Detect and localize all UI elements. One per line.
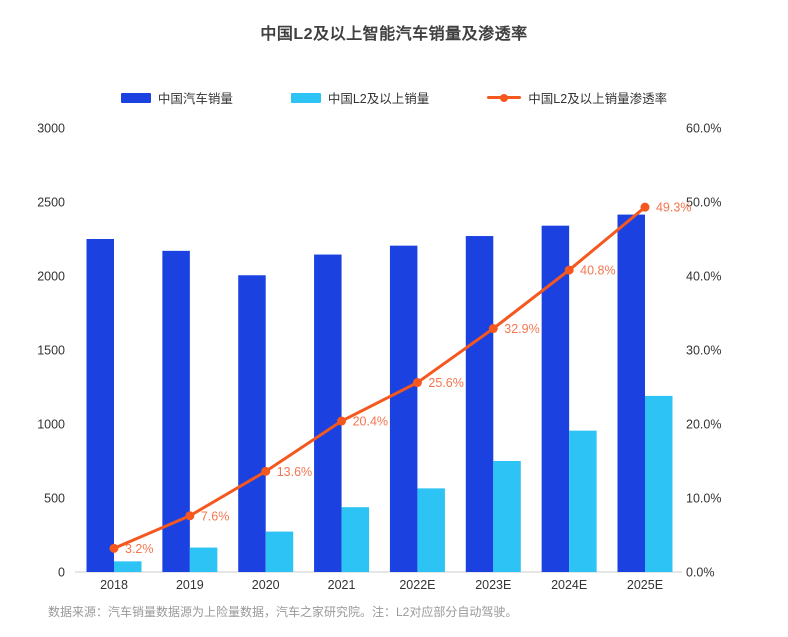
y-axis-left-tick-label: 3000 (37, 122, 65, 136)
y-axis-left-tick-label: 2000 (37, 270, 65, 284)
penetration-point-label: 40.8% (580, 264, 615, 278)
penetration-point-marker (337, 416, 347, 426)
x-axis-label: 2019 (176, 578, 204, 592)
y-axis-right-tick-label: 10.0% (686, 492, 721, 506)
penetration-point-marker (185, 511, 195, 521)
l2-sales-bar (417, 488, 445, 572)
penetration-point-label: 20.4% (353, 415, 388, 429)
penetration-point-marker (412, 378, 422, 388)
y-axis-right-tick-label: 60.0% (686, 122, 721, 136)
penetration-point-marker (640, 202, 650, 212)
penetration-line (112, 205, 647, 550)
penetration-line-swatch-icon (487, 93, 522, 103)
y-axis-left-tick-label: 0 (58, 566, 65, 580)
l2-sales-swatch-icon (290, 92, 321, 103)
total-sales-bar (465, 236, 494, 573)
y-axis-left-tick-label: 1500 (37, 344, 65, 358)
legend: 中国汽车销量 中国L2及以上销量 中国L2及以上销量渗透率 (0, 88, 788, 107)
total-sales-swatch-icon (120, 92, 151, 103)
l2-sales-bar (569, 430, 597, 572)
x-axis-label: 2021 (328, 578, 356, 592)
source-note: 数据来源：汽车销量数据源为上险量数据，汽车之家研究院。注：L2对应部分自动驾驶。 (48, 605, 518, 619)
y-axis-left-tick-label: 500 (44, 492, 65, 506)
total-sales-bar (238, 275, 266, 572)
penetration-point-label: 32.9% (504, 322, 539, 336)
legend-label-l2-sales: 中国L2及以上销量 (327, 92, 430, 106)
penetration-point-marker (564, 265, 574, 275)
y-axis-left-tick-label: 1000 (37, 418, 65, 432)
penetration-point-marker (488, 324, 498, 334)
penetration-point-label: 3.2% (125, 542, 154, 556)
x-axis-label: 2024E (551, 578, 587, 592)
legend-item-penetration[interactable]: 中国L2及以上销量渗透率 (487, 88, 667, 107)
x-axis-label: 2023E (475, 578, 511, 592)
penetration-point-label: 49.3% (656, 201, 691, 215)
chart-title: 中国L2及以上智能汽车销量及渗透率 (260, 26, 528, 43)
l2-sales-bar (341, 507, 370, 572)
l2-sales-bar (265, 531, 294, 572)
x-axis-label: 2025E (627, 578, 663, 592)
l2-sales-bar (189, 547, 218, 572)
total-sales-bar (541, 225, 570, 572)
legend-item-l2-sales[interactable]: 中国L2及以上销量 (290, 88, 430, 107)
penetration-point-marker (261, 466, 271, 476)
x-axis-label: 2020 (252, 578, 280, 592)
total-sales-bar (162, 250, 190, 572)
x-axis-label: 2022E (399, 578, 435, 592)
y-axis-right-tick-label: 40.0% (686, 270, 721, 284)
legend-item-total-sales[interactable]: 中国汽车销量 (120, 88, 233, 107)
l2-sales-bar (114, 561, 142, 572)
y-axis-right-tick-label: 30.0% (686, 344, 721, 358)
penetration-point-label: 25.6% (428, 376, 463, 390)
legend-label-penetration: 中国L2及以上销量渗透率 (528, 92, 668, 106)
legend-label-total-sales: 中国汽车销量 (157, 92, 233, 106)
l2-sales-bar (493, 461, 521, 572)
penetration-point-label: 7.6% (201, 509, 230, 523)
y-axis-right-tick-label: 20.0% (686, 418, 721, 432)
y-axis-left-tick-label: 2500 (37, 196, 65, 210)
total-sales-bar (617, 214, 645, 572)
y-axis-right-tick-label: 0.0% (686, 566, 715, 580)
y-axis-right-tick-label: 50.0% (686, 196, 721, 210)
l2-sales-bar (644, 395, 673, 572)
total-sales-bar (86, 239, 114, 572)
line-swatch-dot (500, 93, 509, 102)
total-sales-bar (314, 254, 342, 573)
total-sales-bar (389, 245, 418, 572)
penetration-point-label: 13.6% (277, 465, 312, 479)
x-axis-label: 2018 (100, 578, 128, 592)
penetration-point-marker (109, 543, 119, 553)
